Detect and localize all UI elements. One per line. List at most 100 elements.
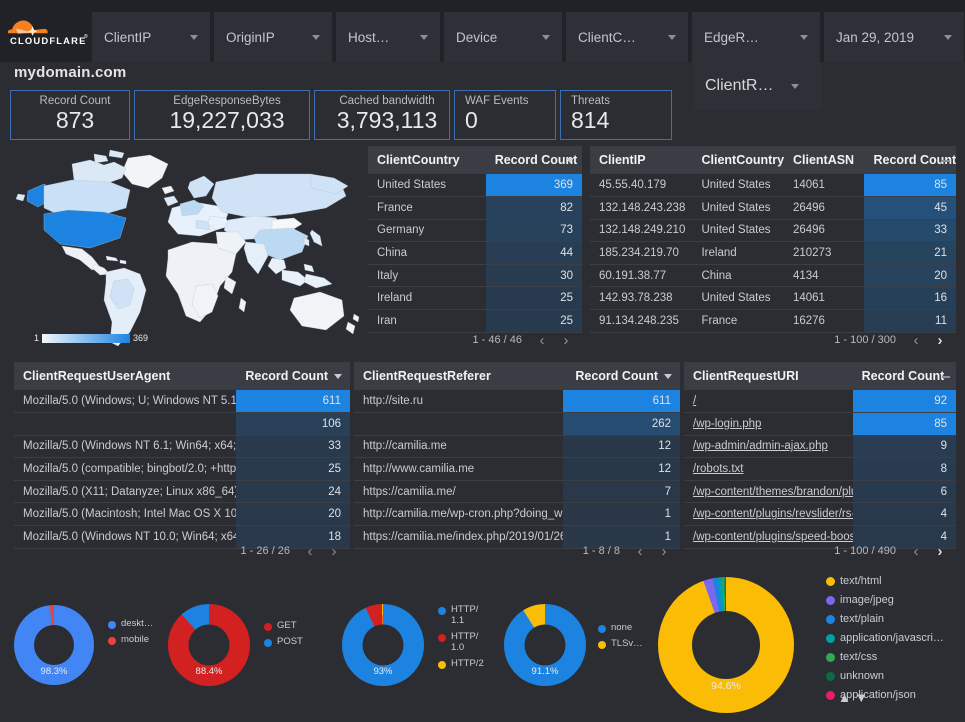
legend-item[interactable]: image/jpeg <box>826 593 944 608</box>
table-row[interactable]: Iran 25 <box>368 309 582 333</box>
table-row[interactable]: Mozilla/5.0 (Macintosh; Intel Mac OS X 1… <box>14 502 350 527</box>
table-row[interactable]: /wp-login.php 85 <box>684 412 956 436</box>
table-row[interactable]: 185.234.219.70 Ireland 210273 21 <box>590 241 956 265</box>
cell-label[interactable]: /robots.txt <box>684 457 853 481</box>
donut-chart-request-method[interactable]: 88.4% GET POST <box>168 568 965 722</box>
scroll-up-icon[interactable]: ▲ <box>838 690 851 705</box>
table-referer[interactable]: ClientRequestReferer Record Count http://s… <box>354 362 680 562</box>
filter-chip-5[interactable]: EdgeR… <box>692 12 820 62</box>
legend-item[interactable]: text/plain <box>826 612 944 627</box>
filter-chip-0[interactable]: ClientIP <box>92 12 210 62</box>
cell-label[interactable]: /wp-content/plugins/revslider/rs-p… <box>684 502 853 527</box>
legend-scroll-arrows[interactable]: ▲ ▼ <box>838 690 868 705</box>
kpi-card-1[interactable]: EdgeResponseBytes 19,227,033 <box>134 90 310 140</box>
legend-item[interactable]: mobile <box>108 634 153 645</box>
next-page-button[interactable]: › <box>937 331 943 349</box>
table-row[interactable]: /wp-content/plugins/speed-booste…4 <box>684 525 956 549</box>
legend-item[interactable]: deskt… <box>108 618 153 629</box>
legend-item[interactable]: application/json <box>826 688 944 703</box>
table-row[interactable]: https://camilia.me/index.php/2019/01/26/… <box>354 525 680 549</box>
table-row[interactable]: United States 369 <box>368 174 582 198</box>
table-row[interactable]: Ireland 25 <box>368 286 582 311</box>
cell-label[interactable]: /wp-content/themes/brandon/plu… <box>684 480 853 504</box>
legend-item[interactable]: text/html <box>826 574 944 589</box>
table-row[interactable]: 60.191.38.77 China 4134 20 <box>590 264 956 288</box>
column-header-1[interactable]: Record Count <box>562 362 680 390</box>
table-row[interactable]: Germany 73 <box>368 219 582 243</box>
column-header-0[interactable]: ClientRequestURI <box>684 362 853 390</box>
table-user-agent[interactable]: ClientRequestUserAgent Record Count Mozill… <box>14 362 350 562</box>
table-row[interactable]: http://site.ru 611 <box>354 390 680 414</box>
filter-chip-3[interactable]: Device <box>444 12 562 62</box>
table-row[interactable]: Mozilla/5.0 (Windows NT 10.0; Win64; x64… <box>14 525 350 549</box>
legend-item[interactable]: HTTP/ 1.1 <box>438 604 484 626</box>
legend-item[interactable]: unknown <box>826 669 944 684</box>
filter-chip-1[interactable]: OriginIP <box>214 12 332 62</box>
table-row[interactable]: /wp-content/plugins/revslider/rs-p…4 <box>684 502 956 527</box>
table-row[interactable]: Mozilla/5.0 (compatible; bingbot/2.0; +h… <box>14 457 350 481</box>
table-row[interactable]: /wp-admin/admin-ajax.php 9 <box>684 435 956 459</box>
table-row[interactable]: http://camilia.me/wp-cron.php?doing_wp_c… <box>354 502 680 527</box>
table-row[interactable]: /wp-content/themes/brandon/plu… 6 <box>684 480 956 504</box>
table-row[interactable]: Italy 30 <box>368 264 582 288</box>
filter-chip-6[interactable]: Jan 29, 2019 <box>824 12 964 62</box>
next-page-button[interactable]: › <box>331 542 337 560</box>
prev-page-button[interactable]: ‹ <box>637 542 643 560</box>
table-row[interactable]: Mozilla/5.0 (Windows; U; Windows NT 5.1;… <box>14 390 350 414</box>
column-header-2[interactable]: ClientASN <box>783 146 865 174</box>
donut-chart-http-protocol[interactable]: 93% HTTP/ 1.1 HTTP/ 1.0 HTTP/2 <box>342 568 965 722</box>
donut-chart-tls-version[interactable]: 91.1% none TLSv… <box>504 568 965 722</box>
kpi-card-4[interactable]: Threats 814 <box>560 90 672 140</box>
column-header-1[interactable]: Record Count <box>852 362 956 390</box>
legend-item[interactable]: HTTP/2 <box>438 658 484 669</box>
donut-chart-content-type[interactable]: 94.6% text/html image/jpeg text/plain applic… <box>658 568 965 722</box>
cell-label[interactable]: /wp-content/plugins/speed-booste… <box>684 525 853 549</box>
kpi-card-3[interactable]: WAF Events 0 <box>454 90 556 140</box>
column-header-0[interactable]: ClientIP <box>590 146 693 174</box>
filter-chip-4[interactable]: ClientC… <box>566 12 688 62</box>
next-page-button[interactable]: › <box>563 331 569 349</box>
legend-item[interactable]: application/javascri… <box>826 631 944 646</box>
table-row[interactable]: France 82 <box>368 196 582 220</box>
table-row[interactable]: 142.93.78.238 United States 14061 16 <box>590 286 956 311</box>
cell-label[interactable]: /wp-login.php <box>684 412 853 436</box>
column-header-0[interactable]: ClientRequestUserAgent <box>14 362 236 390</box>
column-header-1[interactable]: Record Count <box>485 146 582 174</box>
cell-label[interactable]: /wp-admin/admin-ajax.php <box>684 435 853 459</box>
legend-item[interactable]: TLSv… <box>598 638 643 649</box>
table-row[interactable]: Mozilla/5.0 (Windows NT 6.1; Win64; x64;… <box>14 435 350 459</box>
donut-chart-device-type[interactable]: 98.3% deskt… mobile <box>14 568 965 722</box>
scroll-down-icon[interactable]: ▼ <box>854 690 868 705</box>
table-row[interactable]: https://camilia.me/7 <box>354 480 680 504</box>
table-uri[interactable]: ClientRequestURI Record Count/92/wp-login… <box>684 362 956 562</box>
legend-item[interactable]: none <box>598 622 643 633</box>
legend-item[interactable]: HTTP/ 1.0 <box>438 631 484 653</box>
prev-page-button[interactable]: ‹ <box>913 331 919 349</box>
table-row[interactable]: 91.134.248.235 France 16276 11 <box>590 309 956 333</box>
prev-page-button[interactable]: ‹ <box>913 542 919 560</box>
table-row[interactable]: 262 <box>354 412 680 436</box>
kpi-card-0[interactable]: Record Count 873 <box>10 90 130 140</box>
table-row[interactable]: 132.148.249.210 United States 26496 33 <box>590 219 956 243</box>
prev-page-button[interactable]: ‹ <box>307 542 313 560</box>
table-row[interactable]: /robots.txt 8 <box>684 457 956 481</box>
legend-item[interactable]: text/css <box>826 650 944 665</box>
column-header-1[interactable]: Record Count <box>235 362 350 390</box>
next-page-button[interactable]: › <box>661 542 667 560</box>
world-map-chart[interactable]: 1 369 <box>10 146 362 351</box>
filter-clientrequest[interactable]: ClientR… <box>693 62 821 110</box>
column-header-0[interactable]: ClientRequestReferer <box>354 362 563 390</box>
table-row[interactable]: /92 <box>684 390 956 414</box>
table-row[interactable]: http://www.camilia.me 12 <box>354 457 680 481</box>
next-page-button[interactable]: › <box>937 542 943 560</box>
legend-item[interactable]: GET <box>264 620 303 631</box>
table-row[interactable]: 45.55.40.179 United States 14061 85 <box>590 174 956 198</box>
table-row[interactable]: http://camilia.me 12 <box>354 435 680 459</box>
column-header-1[interactable]: ClientCountry <box>692 146 784 174</box>
filter-chip-2[interactable]: Host… <box>336 12 440 62</box>
column-header-0[interactable]: ClientCountry <box>368 146 486 174</box>
column-header-3[interactable]: Record Count <box>864 146 956 174</box>
table-client-country[interactable]: ClientCountry Record Count United States 36… <box>368 146 582 351</box>
kpi-card-2[interactable]: Cached bandwidth 3,793,113 <box>314 90 450 140</box>
table-row[interactable]: 106 <box>14 412 350 436</box>
